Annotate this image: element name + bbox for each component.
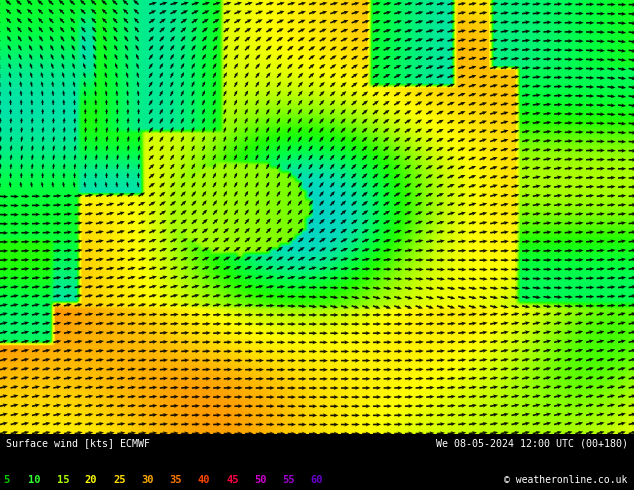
Text: 45: 45: [226, 475, 238, 486]
Text: 50: 50: [254, 475, 267, 486]
Text: We 08-05-2024 12:00 UTC (00+180): We 08-05-2024 12:00 UTC (00+180): [436, 438, 628, 448]
Text: 10: 10: [29, 475, 41, 486]
Text: Surface wind [kts] ECMWF: Surface wind [kts] ECMWF: [6, 438, 150, 448]
Text: © weatheronline.co.uk: © weatheronline.co.uk: [504, 475, 628, 486]
Text: 20: 20: [85, 475, 97, 486]
Text: 35: 35: [169, 475, 182, 486]
Text: 55: 55: [283, 475, 295, 486]
Text: 15: 15: [56, 475, 69, 486]
Text: 60: 60: [311, 475, 323, 486]
Text: 40: 40: [198, 475, 210, 486]
Text: 5: 5: [3, 475, 10, 486]
Text: 30: 30: [141, 475, 154, 486]
Text: 25: 25: [113, 475, 126, 486]
